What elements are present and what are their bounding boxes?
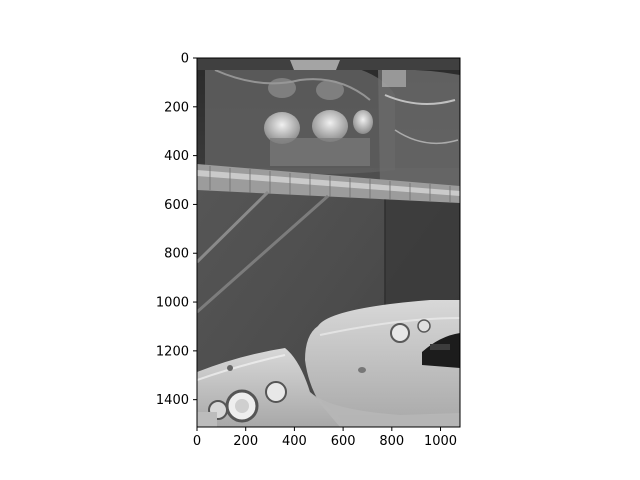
y-tick-label: 600 bbox=[164, 198, 189, 213]
x-tick-label: 800 bbox=[379, 434, 404, 449]
x-axis: 0 200 400 600 800 1000 bbox=[193, 427, 457, 449]
y-tick-label: 1200 bbox=[156, 344, 189, 359]
x-tick-label: 200 bbox=[233, 434, 258, 449]
photo-image bbox=[197, 58, 460, 427]
y-tick-label: 1000 bbox=[156, 296, 189, 311]
y-tick-label: 800 bbox=[164, 247, 189, 262]
axes-frame bbox=[196, 57, 461, 428]
x-tick-label: 0 bbox=[193, 434, 201, 449]
y-tick-label: 200 bbox=[164, 100, 189, 115]
x-tick-label: 600 bbox=[331, 434, 356, 449]
y-tick-label: 1400 bbox=[156, 393, 189, 408]
y-axis: 0 200 400 600 800 1000 1200 1400 bbox=[156, 52, 197, 408]
y-tick-label: 0 bbox=[181, 52, 189, 67]
y-tick-label: 400 bbox=[164, 149, 189, 164]
x-tick-label: 1000 bbox=[424, 434, 457, 449]
x-tick-label: 400 bbox=[282, 434, 307, 449]
